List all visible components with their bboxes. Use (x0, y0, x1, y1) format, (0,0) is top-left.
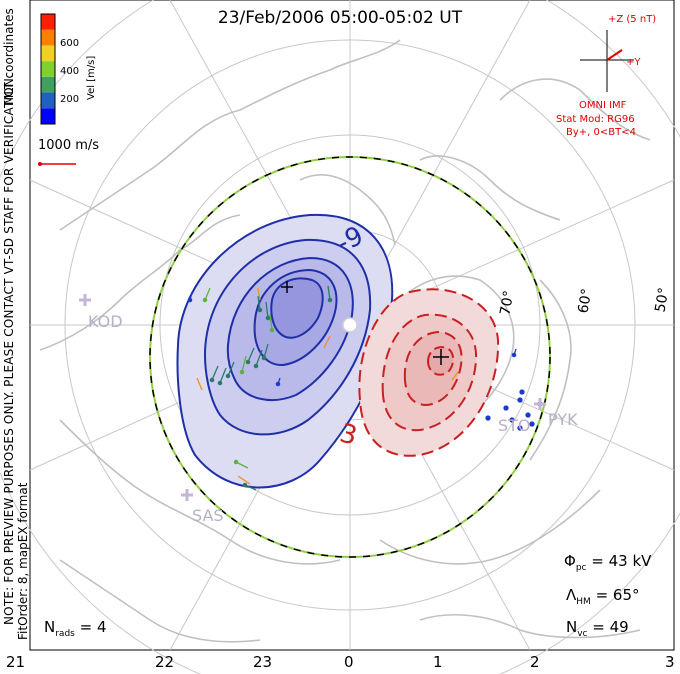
magnetic-pole-marker (342, 317, 358, 333)
velocity-color-swatch (41, 61, 55, 77)
n-vc-value: 49 (609, 618, 629, 636)
mlt-hour-22: 22 (155, 653, 175, 671)
lambda-hm-value: 65° (612, 586, 640, 604)
station-kod: KOD (88, 312, 123, 331)
phi-pc-stat: Φpc = 43 kV (564, 552, 652, 573)
mlt-hour-3: 3 (665, 653, 675, 671)
velocity-color-swatch (41, 92, 55, 109)
radar-station-markers (79, 294, 546, 501)
velocity-color-swatch (41, 76, 55, 93)
mlt-hour-23: 23 (253, 653, 273, 671)
heppner-maynard-boundary (149, 156, 551, 558)
mlt-hour-2: 2 (530, 653, 540, 671)
mlt-hour-0: 0 (344, 653, 354, 671)
station-sas: SAS (192, 506, 224, 525)
n-rads-value: 4 (96, 618, 107, 636)
velocity-color-swatch (41, 108, 55, 124)
vel-tick-600: 600 (60, 38, 80, 49)
velocity-color-swatch (41, 14, 55, 30)
velocity-vectors (187, 285, 543, 491)
positive-potential-cell (358, 288, 500, 457)
velocity-scale-label: Vel [m/s] (86, 55, 97, 100)
velocity-color-bar (40, 13, 56, 125)
n-vc-stat: Nvc = 49 (566, 618, 629, 639)
phi-pc-value: 43 kV (608, 552, 652, 570)
negative-potential-cell (176, 213, 394, 489)
imf-source: OMNI IMF (579, 100, 627, 111)
coastlines (39, 39, 651, 643)
preview-watermark: NOTE: FOR PREVIEW PURPOSES ONLY. PLEASE … (2, 73, 16, 625)
mlt-hour-1: 1 (433, 653, 443, 671)
map-title: 23/Feb/2006 05:00-05:02 UT (217, 8, 463, 28)
velocity-color-swatch (41, 45, 55, 62)
vel-tick-200: 200 (60, 94, 80, 105)
imf-clock-dial (580, 30, 634, 92)
lambda-hm-stat: ΛHM = 65° (566, 586, 640, 607)
imf-plus-z: +Z (5 nT) (608, 14, 657, 25)
reference-vector (38, 162, 76, 166)
imf-condition: By+, 0<BT<4 (566, 127, 636, 138)
mlt-hour-21: 21 (6, 653, 26, 671)
fit-info: FitOrder: 8, mapEX format (16, 482, 30, 640)
station-sto: STO (498, 416, 531, 435)
vel-tick-400: 400 (60, 66, 80, 77)
imf-plus-y: +Y (626, 57, 641, 68)
velocity-color-bar-frame (40, 13, 56, 125)
n-rads-stat: Nrads = 4 (44, 618, 107, 639)
reference-vector-label: 1000 m/s (38, 138, 100, 153)
imf-model: Stat Mod: RG96 (556, 114, 635, 125)
station-pyk: PYK (548, 410, 578, 429)
velocity-color-swatch (41, 29, 55, 46)
